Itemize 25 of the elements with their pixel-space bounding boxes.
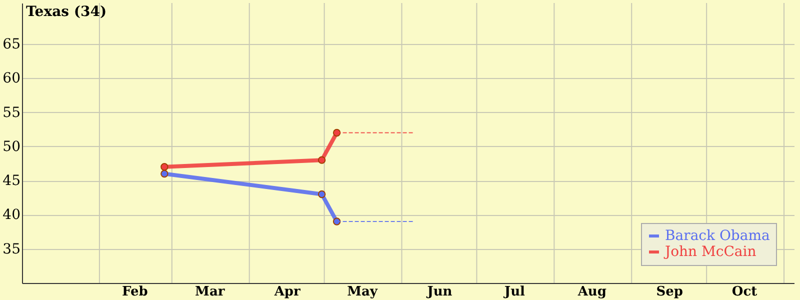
- x-tick-label: Apr: [273, 284, 300, 300]
- x-tick-label: Oct: [732, 284, 758, 300]
- x-tick-label: Sep: [656, 284, 683, 300]
- point: [160, 163, 168, 171]
- y-tick-label: 40: [2, 207, 20, 224]
- legend-label: Barack Obama: [665, 228, 770, 244]
- y-tick-label: 50: [2, 138, 20, 155]
- x-tick-label: Jul: [503, 284, 526, 300]
- x-tick-label: Feb: [122, 284, 148, 300]
- point: [160, 170, 168, 178]
- x-tick-label: May: [347, 284, 378, 300]
- point: [318, 156, 326, 164]
- y-tick-label: 45: [2, 173, 20, 190]
- y-tick-label: 55: [2, 104, 20, 121]
- x-tick-label: Mar: [195, 284, 225, 300]
- y-tick-label: 35: [2, 241, 20, 258]
- legend-label: John McCain: [663, 244, 756, 260]
- chart-title: Texas (34): [26, 4, 107, 20]
- point: [332, 218, 341, 226]
- x-tick-label: Aug: [576, 284, 606, 300]
- x-tick-label: Jun: [426, 284, 453, 300]
- y-tick-label: 60: [2, 70, 20, 87]
- y-tick-label: 65: [2, 36, 20, 52]
- point: [332, 128, 341, 137]
- point: [318, 190, 326, 198]
